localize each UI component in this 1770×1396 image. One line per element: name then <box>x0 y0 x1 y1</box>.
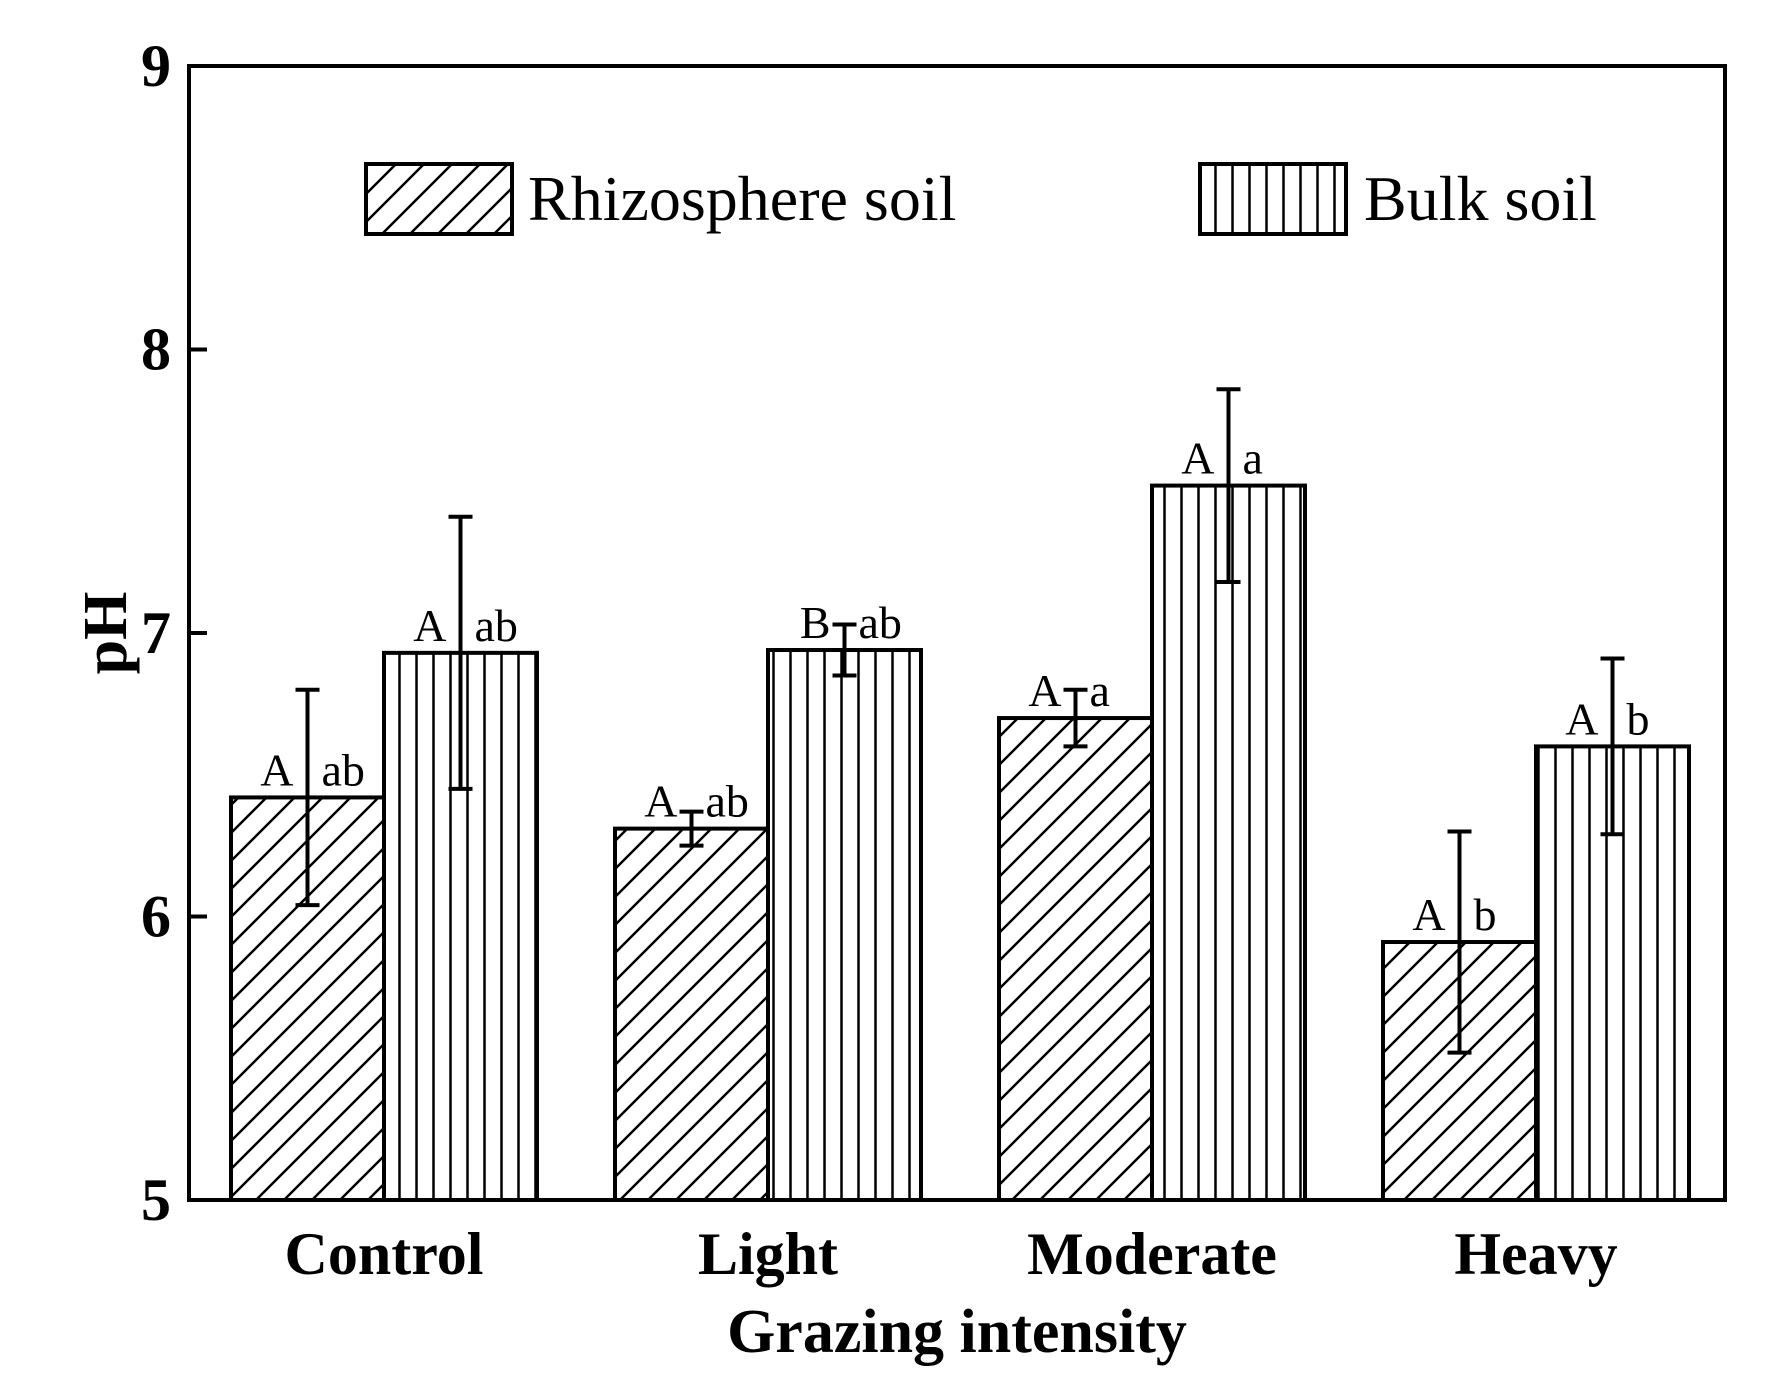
x-category-label: Heavy <box>1454 1221 1617 1287</box>
y-tick-label: 9 <box>141 33 171 99</box>
bar-bulk <box>1150 483 1307 1202</box>
x-axis-label: Grazing intensity <box>727 1298 1187 1366</box>
legend-label-rhizosphere: Rhizosphere soil <box>528 163 956 234</box>
significance-letter-lower: b <box>1474 889 1497 940</box>
significance-letter-lower: ab <box>706 776 749 827</box>
x-category-label: Light <box>698 1221 838 1287</box>
significance-letter-upper: A <box>260 744 293 795</box>
significance-letter-lower: b <box>1627 693 1650 744</box>
significance-letter-upper: A <box>644 776 677 827</box>
x-axis-categories: Control Light Moderate Heavy <box>285 1221 1618 1287</box>
significance-letter-upper: B <box>800 597 831 648</box>
x-category-label: Control <box>285 1221 484 1287</box>
legend-swatch-rhizosphere <box>364 162 514 236</box>
bar-rhizosphere <box>997 716 1154 1202</box>
significance-letter-lower: ab <box>475 600 518 651</box>
x-category-label: Moderate <box>1027 1221 1277 1287</box>
significance-letter-lower: a <box>1090 665 1110 716</box>
significance-letter-upper: A <box>1181 433 1214 484</box>
significance-letter-upper: A <box>413 600 446 651</box>
legend-label-bulk: Bulk soil <box>1364 163 1597 234</box>
y-tick-label: 7 <box>141 600 171 666</box>
legend: Rhizosphere soil Bulk soil <box>364 162 1597 236</box>
significance-letter-lower: ab <box>859 597 902 648</box>
y-axis-ticks: 5 6 7 8 9 <box>141 33 207 1233</box>
bar-rhizosphere <box>613 826 770 1202</box>
significance-letter-upper: A <box>1028 665 1061 716</box>
significance-letter-upper: A <box>1412 889 1445 940</box>
y-tick-label: 8 <box>141 317 171 383</box>
y-axis-label: pH <box>72 592 140 675</box>
significance-letter-upper: A <box>1565 693 1598 744</box>
bar-bulk <box>766 648 923 1202</box>
significance-letter-lower: a <box>1243 433 1263 484</box>
legend-swatch-bulk <box>1198 162 1348 236</box>
y-tick-label: 6 <box>141 884 171 950</box>
significance-letter-lower: ab <box>322 744 365 795</box>
y-tick-label: 5 <box>141 1167 171 1233</box>
